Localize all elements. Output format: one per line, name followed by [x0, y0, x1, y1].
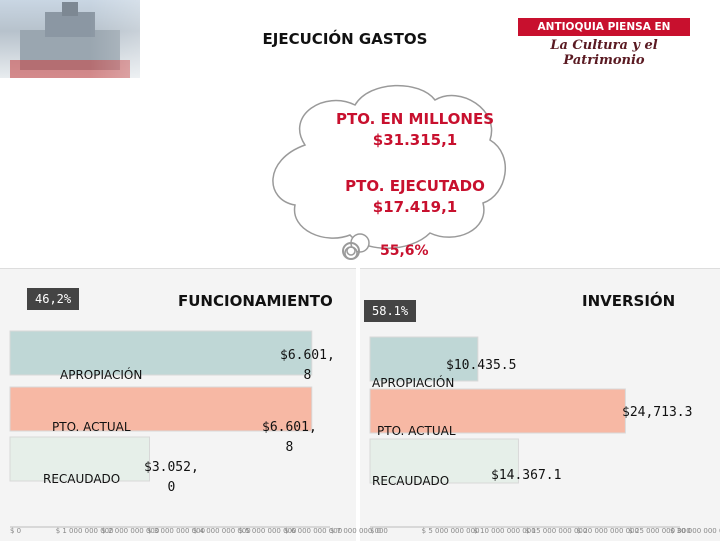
- executed-value: $17.419,1: [372, 198, 458, 216]
- funcionamiento-category-pto-actual: PTO. ACTUAL: [52, 420, 131, 434]
- inversion-tick-label: $ 30 000 000 000: [670, 527, 720, 535]
- funcionamiento-value-recaudado-text: $3.052, 0: [144, 460, 199, 495]
- funcionamiento-value-pto-actual-text: $6.601, 8: [262, 420, 317, 455]
- inversion-bar-apropiacion: [369, 336, 479, 382]
- inversion-tick-label: $ 0: [370, 527, 382, 535]
- funcionamiento-category-recaudado: RECAUDADO: [43, 472, 121, 486]
- inversion-bar-pto-actual: [369, 388, 626, 434]
- funcionamiento-bar-recaudado: [9, 436, 151, 482]
- inversion-category-recaudado: RECAUDADO: [372, 474, 450, 488]
- logo-banner: ANTIOQUIA PIENSA EN GRANDE: [518, 18, 690, 51]
- inversion-bar-recaudado: [369, 438, 519, 484]
- inversion-tick-label: $ 20 000 000 000: [576, 527, 639, 535]
- inversion-title: INVERSIÓN: [582, 292, 676, 310]
- inversion-value-recaudado: $14.367.1: [491, 468, 562, 483]
- inversion-tick-label: $ 10 000 000 000: [473, 527, 536, 535]
- funcionamiento-value-recaudado: $3.052, 0: [144, 458, 199, 498]
- page-title: EJECUCIÓN GASTOS: [262, 30, 428, 48]
- funcionamiento-value-pto-actual: $6.601, 8: [262, 418, 317, 458]
- inversion-tick-label: $ 15 000 000 000: [525, 527, 588, 535]
- funcionamiento-tick-label: $ 6 000 000 000: [284, 527, 343, 535]
- executed-label: PTO. EJECUTADO: [345, 177, 485, 195]
- inversion-chart: [369, 336, 680, 528]
- inversion-category-apropiacion: APROPIACIÓN: [372, 376, 455, 390]
- inversion-value-pto-actual: $24,713.3: [622, 405, 693, 420]
- inversion-value-apropiacion: $10.435.5: [446, 358, 517, 373]
- funcionamiento-title: FUNCIONAMIENTO: [178, 292, 333, 310]
- funcionamiento-tick-label: $ 1 000 000 000: [55, 527, 114, 535]
- funcionamiento-tick-label: $ 5 000 000 000: [238, 527, 297, 535]
- funcionamiento-bar-apropiacion: [9, 330, 313, 376]
- inversion-pct-badge: 58.1%: [364, 300, 417, 322]
- budget-label: PTO. EN MILLONES: [335, 110, 495, 128]
- funcionamiento-tick-label: $ 0: [10, 527, 22, 535]
- funcionamiento-chart: [9, 330, 330, 528]
- logo-tagline: La Cultura y el Patrimonio: [550, 38, 658, 68]
- inversion-panel: [360, 268, 720, 541]
- ring-icon: [342, 242, 360, 260]
- funcionamiento-pct-badge: 46,2%: [27, 288, 80, 310]
- funcionamiento-bar-pto-actual: [9, 386, 313, 432]
- funcionamiento-tick-label: $ 4 000 000 000: [192, 527, 251, 535]
- funcionamiento-value-apropiacion: $6.601, 8: [280, 346, 335, 386]
- funcionamiento-tick-label: $ 3 000 000 000: [147, 527, 206, 535]
- execution-percentage: 55,6%: [380, 243, 429, 259]
- inversion-tick-label: $ 25 000 000 000: [628, 527, 691, 535]
- inversion-category-pto-actual: PTO. ACTUAL: [377, 424, 456, 438]
- funcionamiento-panel: [0, 268, 356, 541]
- header-fade: [90, 0, 290, 78]
- inversion-tick-label: $ 5 000 000 000: [421, 527, 480, 535]
- budget-value: $31.315,1: [372, 131, 458, 149]
- thought-cloud: [272, 84, 506, 260]
- funcionamiento-tick-label: $ 7 000 000 000: [330, 527, 388, 535]
- funcionamiento-category-apropiacion: APROPIACIÓN: [60, 368, 143, 382]
- funcionamiento-tick-label: $ 2 000 000 000: [101, 527, 160, 535]
- funcionamiento-value-apropiacion-text: $6.601, 8: [280, 348, 335, 383]
